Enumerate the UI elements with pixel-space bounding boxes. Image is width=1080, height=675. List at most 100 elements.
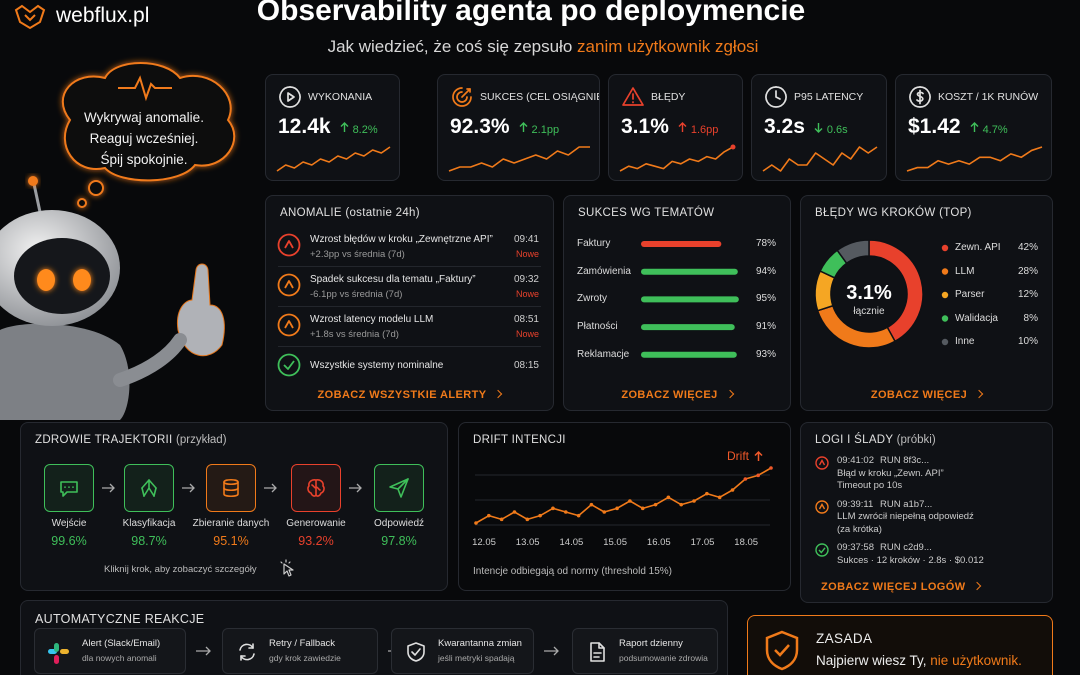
sparkline [762,146,878,172]
title-note: (przykład) [176,434,227,446]
icon-glyph [818,459,826,466]
slack-piece [54,655,59,664]
slack-piece [54,643,59,652]
icon [909,86,931,108]
icon-stroke [909,86,931,108]
anomaly-detail: +2.3pp vs średnia (7d) [310,249,405,260]
step-box [291,464,341,512]
principle-highlight: nie użytkownik. [930,653,1022,668]
bubble-text: Wykrywaj anomalie. Reaguj wcześniej. Śpi… [70,107,218,170]
anomaly-status: Nowe [515,249,539,259]
kpi-label: KOSZT / 1K RUNÓW [938,91,1039,103]
arrow-stroke [196,646,211,656]
drift-point [756,473,760,478]
sparkline-line [906,146,1043,172]
link[interactable]: ZOBACZ WSZYSTKIE ALERTY [266,389,553,401]
icon [279,86,301,108]
donut-caption: łącznie [853,306,885,317]
link[interactable]: ZOBACZ WIĘCEJ [564,389,790,401]
x-tick-label: 12.05 [472,537,496,548]
topic-label: Płatności [577,321,618,333]
panel-title: LOGI I ŚLADY (próbki) [815,434,936,446]
icon-stroke [461,88,471,98]
topic-bar [641,268,738,275]
icon-stroke [223,487,239,492]
step-arrow [349,483,362,493]
delta-arrow [519,122,528,132]
legend-label: Walidacja [955,312,998,324]
icon [407,642,425,662]
kpi-delta: 8.2% [352,124,378,136]
link[interactable]: ZOBACZ WIĘCEJ LOGÓW [821,581,980,593]
drift-point [628,499,632,503]
legend-dot [941,268,949,275]
icon [389,478,409,498]
anomaly-time: 09:41 [513,234,539,245]
kpi-value: 3.2s [764,115,805,138]
reaction-card: Raport dzienny podsumowanie zdrowia [572,628,718,674]
drift-point [769,466,773,470]
shield-icon [765,630,799,671]
icon-stroke [407,642,425,662]
reaction-detail: podsumowanie zdrowia [619,653,708,663]
reaction-arrow [544,646,559,656]
drift-badge-text: Drift [727,449,749,463]
principle-main: Najpierw wiesz Ty, [816,653,927,668]
link[interactable]: ZOBACZ WIĘCEJ [801,389,1052,401]
icon-stroke [593,652,602,658]
anomaly-time: 08:15 [513,360,539,371]
arrow-stroke [678,122,687,132]
hint: Kliknij krok, aby zobaczyć szczegóły [104,564,257,575]
icon-ring [277,273,301,297]
icon [452,87,472,107]
step-label: Zbieranie danych [192,518,270,529]
title-main: ZDROWIE TRAJEKTORII [35,434,173,446]
drift-point [653,502,658,507]
sparkline [276,146,391,172]
anomaly-title: Wzrost latency modelu LLM [310,314,434,325]
arrow-stroke [340,122,349,132]
icon-ring [277,233,301,257]
reaction-title: Retry / Fallback [269,638,335,649]
icon-stroke [141,479,157,497]
kpi-row: 3.2s 0.6s [764,115,848,139]
icon-stroke [775,90,781,100]
log-time: 09:39:11 [837,498,874,510]
panel-title: AUTOMATYCZNE REAKCJE [35,612,205,626]
anomaly-status: Nowe [515,329,539,339]
anomaly-title: Wszystkie systemy nominalne [310,360,444,371]
legend-dot [941,338,949,346]
icon-stroke [240,655,246,661]
kpi-delta: 1.6pp [690,124,719,136]
icon [590,642,605,662]
principle-panel: ZASADA Najpierw wiesz Ty, nie użytkownik… [747,615,1053,675]
kpi-row: 3.1% 1.6pp [621,115,718,139]
icon-stroke [397,478,409,490]
icon-ring [277,313,301,337]
icon-stroke [590,642,605,662]
reaction-arrow [196,646,211,656]
icon [280,559,294,577]
bubble-line: Wykrywaj anomalie. [84,110,204,125]
legend-value: 10% [1017,336,1038,347]
status-icon [277,353,301,377]
drift-point [602,510,607,514]
icon-glyph [283,360,295,370]
icon-glyph [284,280,294,289]
x-tick-label: 18.05 [734,537,759,548]
slack-icon [48,643,69,664]
kpi-row: $1.42 4.7% [908,115,1008,139]
anomaly-time: 09:32 [513,274,539,285]
anomalies-panel: ANOMALIE (ostatnie 24h) Wzrost błędów w k… [265,195,554,411]
status-icon [277,313,301,337]
anomaly-time: 08:51 [513,314,539,325]
panel-title: DRIFT INTENCJI [473,434,566,446]
title-main: LOGI I ŚLADY [815,434,894,446]
panel-title: BŁĘDY WG KROKÓW (TOP) [815,207,972,219]
delta-arrow [814,123,823,133]
icon [622,87,644,106]
kpi-card: BŁĘDY 3.1% 1.6pp [608,74,743,181]
icon-stroke [287,92,295,102]
subtitle-text: Jak wiedzieć, że coś się zepsuło [327,37,573,56]
